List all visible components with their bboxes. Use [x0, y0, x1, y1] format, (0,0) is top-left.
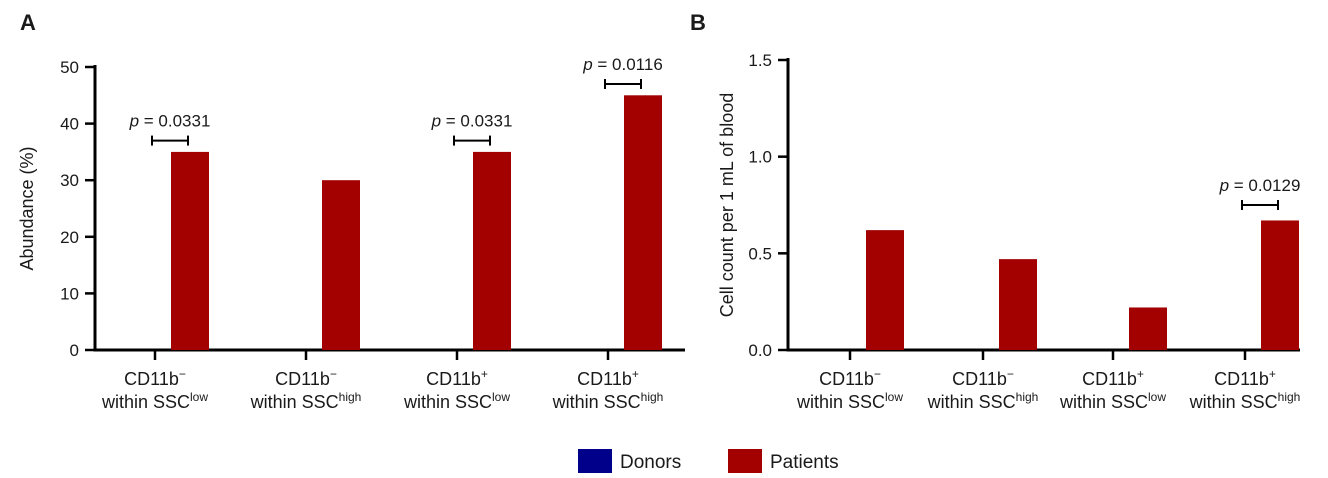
- y-tick-label: 20: [60, 228, 79, 247]
- category-name: CD11b: [426, 369, 481, 389]
- category-sign: +: [481, 367, 488, 381]
- x-tick-label: CD11b+: [577, 367, 639, 389]
- y-tick-label: 30: [60, 171, 79, 190]
- y-axis-label: Abundance (%): [17, 146, 37, 270]
- category-sign: −: [330, 367, 337, 381]
- p-number: = 0.0331: [139, 112, 210, 131]
- x-tick-label: CD11b−: [819, 367, 881, 389]
- category-sign: −: [874, 367, 881, 381]
- bar-patients: [171, 151, 209, 350]
- x-tick-label: CD11b+: [1214, 367, 1276, 389]
- x-tick-label: within SSChigh: [1189, 390, 1301, 412]
- category-gate: within SSC: [1059, 392, 1148, 412]
- x-tick-label: CD11b−: [952, 367, 1014, 389]
- category-sign: −: [179, 367, 186, 381]
- x-tick-label: CD11b−: [275, 367, 337, 389]
- category-gate-sup: high: [641, 390, 664, 404]
- category-name: CD11b: [952, 369, 1007, 389]
- x-tick-label: within SSClow: [796, 390, 903, 412]
- p-number: = 0.0116: [593, 55, 663, 74]
- p-value-label: p = 0.0129: [1219, 176, 1301, 195]
- p-value-label: p = 0.0331: [431, 112, 513, 131]
- legend: Donors Patients: [578, 449, 839, 473]
- category-gate: within SSC: [552, 392, 641, 412]
- y-tick-label: 1.0: [748, 148, 772, 167]
- y-axis-label: Cell count per 1 mL of blood: [717, 93, 737, 317]
- p-number: = 0.0129: [1229, 176, 1300, 195]
- category-gate: within SSC: [403, 392, 492, 412]
- x-tick-label: CD11b+: [426, 367, 488, 389]
- x-tick-label: within SSChigh: [552, 390, 664, 412]
- panel-letter: B: [690, 10, 706, 35]
- category-name: CD11b: [1214, 369, 1269, 389]
- category-name: CD11b: [819, 369, 874, 389]
- p-symbol: p: [582, 55, 592, 74]
- category-gate: within SSC: [101, 392, 190, 412]
- category-sign: −: [1007, 367, 1014, 381]
- category-gate-sup: high: [1016, 390, 1039, 404]
- x-tick-label: within SSChigh: [927, 390, 1039, 412]
- p-symbol: p: [129, 112, 139, 131]
- bar-patients: [322, 180, 360, 350]
- bar-patients: [866, 230, 904, 350]
- category-gate-sup: high: [1278, 390, 1301, 404]
- legend-label: Patients: [770, 452, 839, 473]
- panel-b: B Cell count per 1 mL of blood 0.0 0.5 1.0 1.…: [690, 10, 1300, 412]
- category-gate: within SSC: [796, 392, 885, 412]
- category-name: CD11b: [275, 369, 330, 389]
- x-tick-label: within SSChigh: [250, 390, 362, 412]
- y-tick-label: 1.5: [748, 51, 772, 70]
- x-tick-label: within SSClow: [101, 390, 208, 412]
- x-tick-label: within SSClow: [403, 390, 510, 412]
- p-number: = 0.0331: [441, 112, 512, 131]
- y-tick-label: 40: [60, 115, 79, 134]
- category-gate: within SSC: [1189, 392, 1278, 412]
- y-tick-label: 50: [60, 58, 79, 77]
- category-gate: within SSC: [927, 392, 1016, 412]
- bar-patients: [473, 151, 511, 350]
- bar-patients: [1129, 307, 1167, 350]
- category-sign: +: [1269, 367, 1276, 381]
- x-tick-label: CD11b−: [124, 367, 186, 389]
- bar-patients: [1261, 220, 1299, 350]
- p-symbol: p: [1219, 176, 1229, 195]
- bar-patients: [999, 259, 1037, 350]
- category-gate-sup: low: [885, 390, 903, 404]
- legend-swatch: [578, 449, 612, 473]
- p-value-label: p = 0.0116: [582, 55, 663, 74]
- x-tick-label: within SSClow: [1059, 390, 1166, 412]
- category-gate-sup: low: [1148, 390, 1166, 404]
- x-tick-label: CD11b+: [1082, 367, 1144, 389]
- panel-letter: A: [20, 10, 36, 35]
- y-tick-label: 0.0: [748, 341, 772, 360]
- legend-label: Donors: [620, 452, 681, 473]
- p-symbol: p: [431, 112, 441, 131]
- category-sign: +: [632, 367, 639, 381]
- y-tick-label: 10: [60, 284, 79, 303]
- category-name: CD11b: [577, 369, 632, 389]
- category-gate-sup: low: [190, 390, 208, 404]
- p-value-label: p = 0.0331: [129, 112, 211, 131]
- y-tick-label: 0.5: [748, 244, 772, 263]
- category-gate-sup: high: [339, 390, 362, 404]
- category-gate-sup: low: [492, 390, 510, 404]
- bar-patients: [624, 95, 662, 350]
- category-name: CD11b: [124, 369, 179, 389]
- legend-swatch: [728, 449, 762, 473]
- category-gate: within SSC: [250, 392, 339, 412]
- category-name: CD11b: [1082, 369, 1137, 389]
- y-tick-label: 0: [70, 341, 79, 360]
- category-sign: +: [1137, 367, 1144, 381]
